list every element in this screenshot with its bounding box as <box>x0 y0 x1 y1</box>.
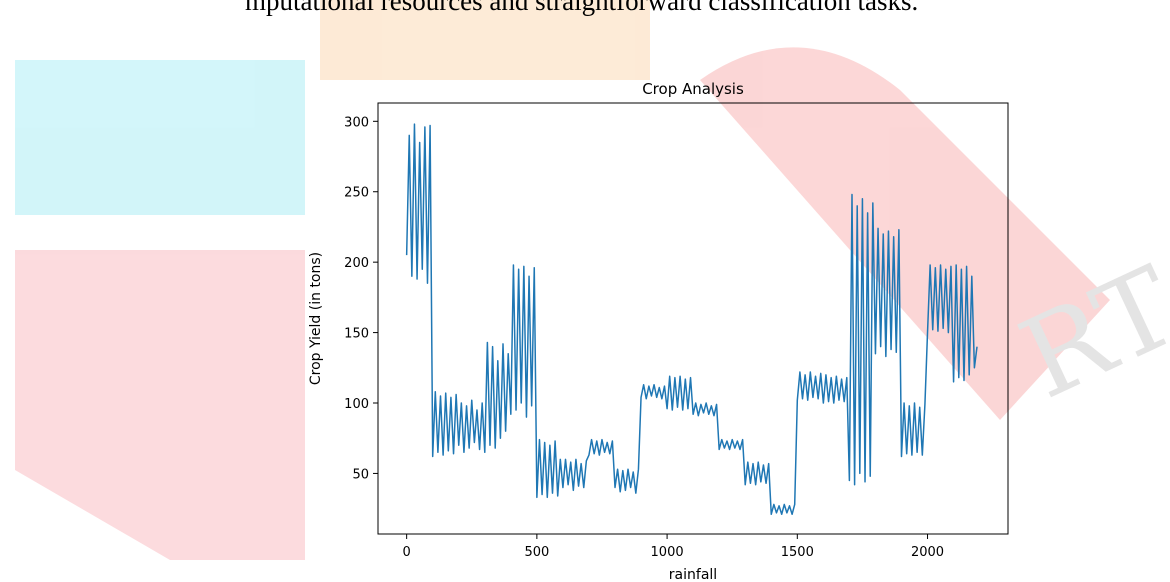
plot-frame <box>377 102 1009 535</box>
x-tick-label: 0 <box>403 545 411 560</box>
y-tick-label: 200 <box>344 256 369 271</box>
y-tick-label: 100 <box>344 397 369 412</box>
watermark: RT <box>15 0 1170 560</box>
y-tick-label: 250 <box>344 186 369 201</box>
y-axis-label: Crop Yield (in tons) <box>308 252 324 385</box>
y-tick-label: 50 <box>352 467 369 482</box>
data-line <box>405 123 978 516</box>
x-tick-label: 1000 <box>651 545 684 560</box>
chart: Crop Analysis rainfall Crop Yield (in tons… <box>308 80 1009 582</box>
y-tick-label: 150 <box>344 327 369 342</box>
x-tick-label: 500 <box>524 545 549 560</box>
watermark-pink <box>15 250 305 560</box>
x-tick-label: 1500 <box>781 545 814 560</box>
y-tick-label: 300 <box>344 115 369 130</box>
watermark-orange <box>320 0 650 80</box>
body-text: mputational resources and straightforwar… <box>245 0 918 16</box>
chart-title: Crop Analysis <box>642 80 744 98</box>
x-axis-label: rainfall <box>669 567 717 582</box>
x-tick-label: 2000 <box>911 545 944 560</box>
watermark-cyan <box>15 60 305 215</box>
